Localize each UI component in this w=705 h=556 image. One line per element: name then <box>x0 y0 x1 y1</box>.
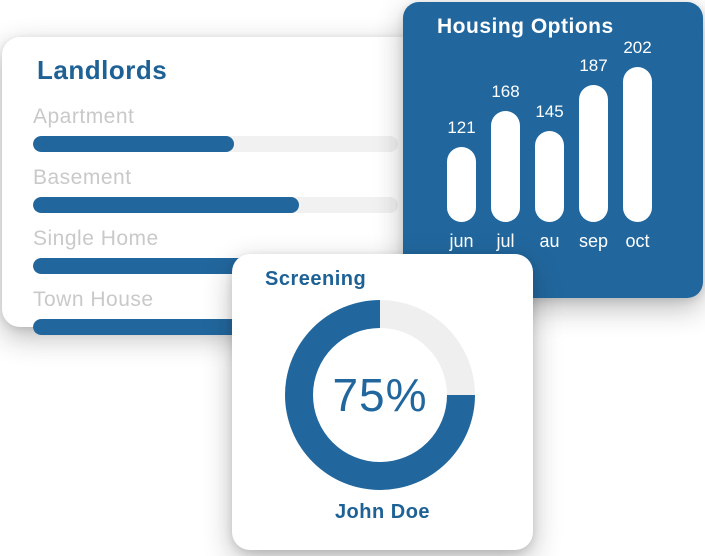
bar-column-jun: 121 jun <box>447 118 476 250</box>
progress-fill <box>33 197 300 213</box>
progress-fill <box>33 258 282 274</box>
progress-fill <box>33 136 234 152</box>
progress-label: Town House <box>33 288 154 311</box>
bar-column-oct: 202 oct <box>623 38 652 250</box>
bar <box>579 85 608 222</box>
bar-category-label: jun <box>449 231 474 251</box>
bar-column-sep: 187 sep <box>579 56 608 250</box>
bar <box>491 111 520 222</box>
bar-column-jul: 168 jul <box>491 82 520 250</box>
progress-row-basement: Basement <box>33 166 400 213</box>
bar-value-label: 202 <box>623 38 652 57</box>
donut-percent-label: 75% <box>332 369 428 421</box>
bar-category-label: oct <box>625 231 650 251</box>
housing-options-card: Housing Options 121 jun 168 jul 145 au 1… <box>403 2 703 298</box>
bar-category-label: jul <box>496 231 515 251</box>
housing-options-title: Housing Options <box>437 15 614 38</box>
bar-column-au: 145 au <box>535 102 564 250</box>
bar <box>535 131 564 222</box>
donut-chart: 75% <box>285 300 475 490</box>
donut-hole: 75% <box>313 328 447 462</box>
bar-value-label: 168 <box>491 82 520 101</box>
progress-label: Apartment <box>33 105 135 128</box>
landlords-title: Landlords <box>37 55 168 85</box>
progress-row-apartment: Apartment <box>33 105 400 152</box>
progress-label: Basement <box>33 166 132 189</box>
bar-chart: 121 jun 168 jul 145 au 187 sep 202 <box>447 38 652 250</box>
bar-value-label: 121 <box>447 118 476 137</box>
bar <box>623 67 652 222</box>
bar <box>447 147 476 222</box>
bar-value-label: 145 <box>535 102 564 121</box>
bar-category-label: sep <box>578 231 609 251</box>
progress-track <box>33 136 398 152</box>
donut-caption: John Doe <box>334 501 431 523</box>
progress-track <box>33 197 398 213</box>
progress-fill <box>33 319 252 335</box>
screening-card: Screening 75% John Doe <box>232 254 533 550</box>
bar-value-label: 187 <box>579 56 608 75</box>
bar-category-label: au <box>539 231 560 251</box>
progress-label: Single Home <box>33 227 159 250</box>
progress-row-single-home: Single Home <box>33 227 400 274</box>
landlords-card: Landlords Apartment Basement Single Home… <box>2 37 420 335</box>
screening-title: Screening <box>265 268 367 290</box>
